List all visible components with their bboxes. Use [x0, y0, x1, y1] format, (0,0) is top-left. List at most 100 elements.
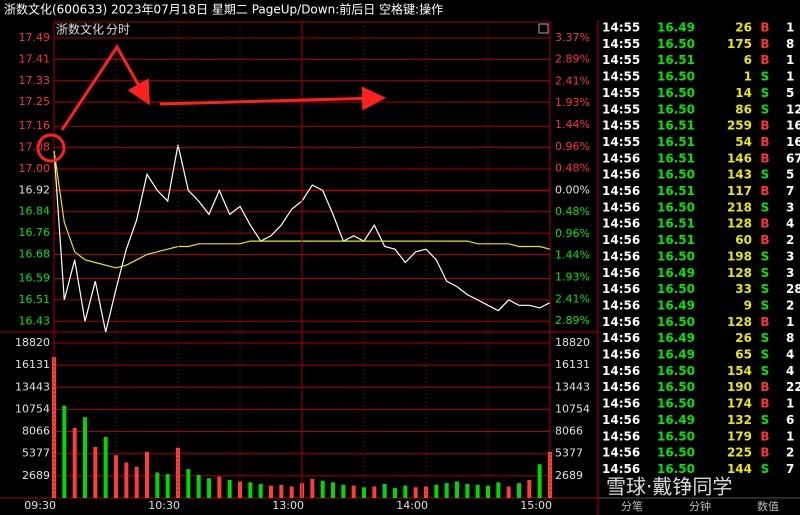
trade-price: 16.50	[657, 429, 695, 443]
trade-volume: 128	[727, 315, 752, 329]
y2-tick-label: 2.41%	[555, 292, 590, 305]
y-tick-label: 16.76	[19, 226, 51, 239]
trade-volume: 128	[727, 266, 752, 280]
trade-price: 16.50	[657, 446, 695, 460]
volume-bar	[207, 478, 211, 498]
trade-time: 14:56	[602, 217, 640, 231]
trade-side: B	[760, 53, 769, 67]
x-tick-label: 14:00	[396, 499, 428, 512]
trade-side: B	[760, 429, 769, 443]
volume-bar	[403, 485, 408, 498]
volume-bar	[238, 481, 242, 498]
trade-volume: 117	[727, 184, 752, 198]
y-tick-label: 17.33	[19, 74, 51, 87]
trade-count: 12	[786, 102, 800, 116]
trade-side: S	[761, 413, 770, 427]
volume-tick-label: 8066	[22, 425, 50, 438]
trade-time: 14:56	[602, 429, 640, 443]
y2-tick-label: 3.37%	[555, 31, 590, 44]
y-tick-label: 16.84	[19, 205, 51, 218]
trade-count: 7	[786, 184, 794, 198]
panel-icon[interactable]	[538, 23, 549, 34]
volume-bar	[83, 417, 87, 498]
trade-time: 14:55	[602, 70, 640, 84]
trade-side: S	[761, 249, 770, 263]
volume-bar	[475, 484, 480, 498]
trade-price: 16.49	[657, 21, 695, 35]
volume-bar	[444, 483, 449, 498]
trade-time: 14:55	[602, 135, 640, 149]
trade-time: 14:56	[602, 249, 640, 263]
y2-tick-label: 0.96%	[555, 140, 590, 153]
volume-bar	[341, 484, 346, 498]
trade-time: 14:56	[602, 397, 640, 411]
trade-count: 1	[786, 429, 794, 443]
trade-time: 14:56	[602, 446, 640, 460]
volume-bar	[393, 488, 397, 498]
trade-time: 14:56	[602, 200, 640, 214]
trade-time: 14:56	[602, 282, 640, 296]
trade-price: 16.51	[657, 53, 695, 67]
trade-price: 16.50	[657, 462, 695, 476]
volume-bar	[486, 485, 490, 498]
volume-bar	[506, 486, 511, 498]
trade-count: 1	[786, 397, 794, 411]
trade-price: 16.51	[657, 217, 695, 231]
tab[interactable]: 分钟	[689, 499, 711, 513]
trade-count: 1	[786, 53, 794, 67]
volume-tick-label-right: 10754	[555, 402, 590, 415]
trade-price: 16.51	[657, 184, 695, 198]
y-tick-label: 17.16	[19, 119, 51, 132]
trade-volume: 144	[727, 462, 752, 476]
x-tick-label: 15:00	[520, 499, 552, 512]
tab[interactable]: 数值	[757, 500, 779, 513]
trade-price: 16.50	[657, 249, 695, 263]
trade-side: B	[760, 397, 769, 411]
trade-side: S	[761, 282, 770, 296]
window-title: 浙数文化(600633) 2023年07月18日 星期二 PageUp/Down…	[4, 2, 443, 17]
trade-volume: 1	[744, 70, 752, 84]
trade-price: 16.50	[657, 397, 695, 411]
trade-price: 16.49	[657, 331, 695, 345]
trade-volume: 26	[735, 331, 752, 345]
volume-bar	[465, 483, 470, 498]
trade-volume: 33	[735, 282, 752, 296]
trade-time: 14:55	[602, 53, 640, 67]
tab[interactable]: 分笔	[621, 499, 643, 513]
volume-tick-label-right: 5377	[555, 447, 583, 460]
trade-side: B	[760, 135, 769, 149]
trade-time: 14:56	[602, 462, 640, 476]
trade-time: 14:56	[602, 298, 640, 312]
volume-tick-label-right: 16131	[555, 358, 590, 371]
volume-bar	[186, 469, 191, 498]
highlight-circle	[36, 133, 66, 163]
trade-count: 22	[786, 380, 800, 394]
chart-mode: 分时	[106, 23, 130, 37]
trade-side: S	[761, 102, 770, 116]
trade-count: 7	[786, 462, 794, 476]
trade-table: 14:55 16.49 26 B 114:55 16.50 175 B 814:55 16.51 6…	[602, 21, 800, 476]
trade-side: B	[760, 21, 769, 35]
trade-volume: 54	[735, 135, 752, 149]
volume-tick-label-right: 13443	[555, 380, 590, 393]
volume-bar	[176, 447, 180, 498]
trade-time: 14:56	[602, 331, 640, 345]
trade-count: 4	[786, 348, 794, 362]
volume-bar	[320, 480, 325, 498]
trade-time: 14:56	[602, 168, 640, 182]
y2-tick-label: 0.48%	[555, 205, 590, 218]
volume-bar	[62, 405, 67, 498]
trade-volume: 175	[727, 37, 752, 51]
trade-price: 16.50	[657, 168, 695, 182]
trade-volume: 132	[727, 413, 752, 427]
y2-tick-label: 1.93%	[555, 271, 590, 284]
volume-bar	[196, 474, 201, 498]
trade-count: 1	[786, 315, 794, 329]
trade-side: B	[760, 446, 769, 460]
trade-time: 14:56	[602, 380, 640, 394]
trade-side: S	[761, 298, 770, 312]
trade-price: 16.50	[657, 200, 695, 214]
trade-volume: 179	[727, 429, 752, 443]
volume-bar	[155, 472, 160, 498]
y-tick-label: 17.49	[19, 31, 51, 44]
